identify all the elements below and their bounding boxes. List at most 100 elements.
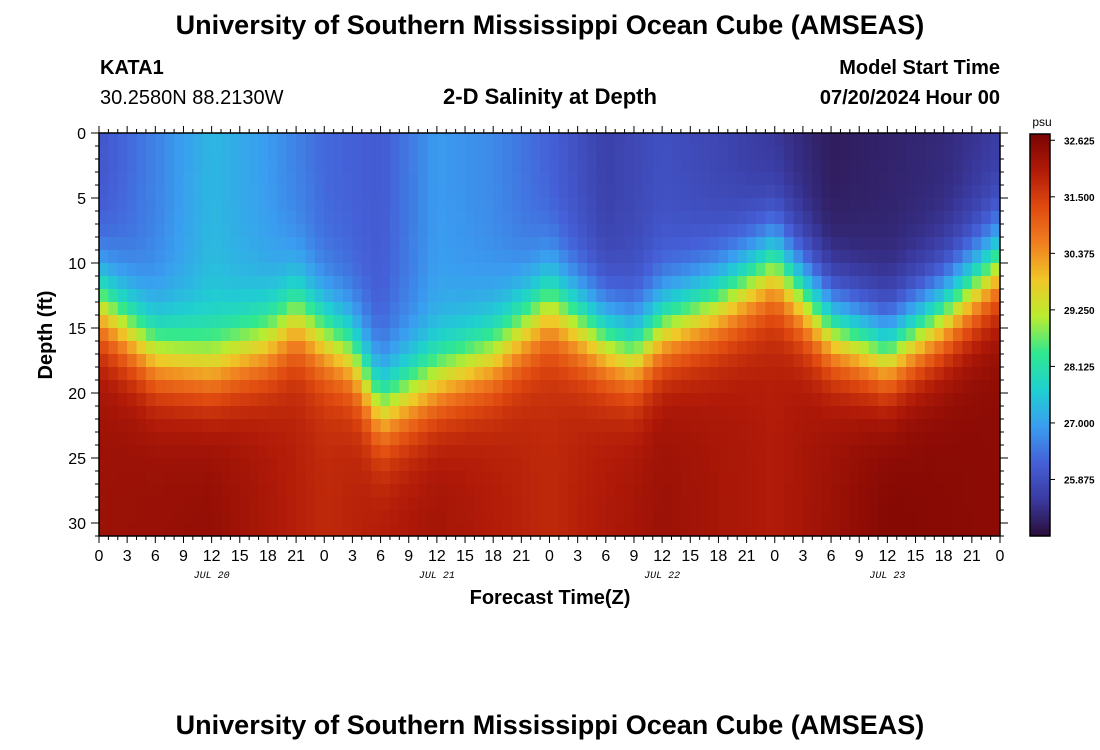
- heatmap-cell: [483, 237, 494, 251]
- heatmap-cell: [483, 445, 494, 459]
- heatmap-cell: [962, 497, 973, 511]
- heatmap-cell: [436, 146, 447, 160]
- heatmap-cell: [587, 302, 598, 316]
- heatmap-cell: [849, 445, 860, 459]
- heatmap-cell: [831, 328, 842, 342]
- heatmap-cell: [577, 419, 588, 433]
- heatmap-cell: [971, 276, 982, 290]
- heatmap-cell: [202, 354, 213, 368]
- heatmap-cell: [230, 315, 241, 329]
- heatmap-cell: [371, 328, 382, 342]
- heatmap-cell: [662, 523, 673, 536]
- heatmap-cell: [418, 172, 429, 186]
- heatmap-cell: [887, 211, 898, 225]
- heatmap-cell: [924, 471, 935, 485]
- heatmap-cell: [267, 432, 278, 446]
- heatmap-cell: [802, 159, 813, 173]
- heatmap-cell: [737, 159, 748, 173]
- heatmap-cell: [990, 237, 1000, 251]
- heatmap-cell: [174, 224, 185, 238]
- heatmap-cell: [324, 328, 335, 342]
- heatmap-cell: [662, 302, 673, 316]
- heatmap-cell: [145, 172, 156, 186]
- heatmap-cell: [474, 367, 485, 381]
- heatmap-cell: [615, 185, 626, 199]
- heatmap-cell: [202, 471, 213, 485]
- heatmap-cell: [399, 510, 410, 524]
- heatmap-cell: [746, 393, 757, 407]
- heatmap-cell: [587, 341, 598, 355]
- heatmap-cell: [943, 354, 954, 368]
- heatmap-cell: [680, 445, 691, 459]
- heatmap-cell: [624, 419, 635, 433]
- heatmap-cell: [746, 133, 757, 147]
- heatmap-cell: [455, 211, 466, 225]
- heatmap-cell: [258, 432, 269, 446]
- heatmap-cell: [652, 419, 663, 433]
- heatmap-cell: [971, 367, 982, 381]
- heatmap-cell: [877, 523, 888, 536]
- heatmap-cell: [699, 185, 710, 199]
- heatmap-cell: [465, 497, 476, 511]
- heatmap-cell: [924, 354, 935, 368]
- x-tick-label: 0: [95, 548, 104, 565]
- heatmap-cell: [465, 484, 476, 498]
- heatmap-cell: [408, 146, 419, 160]
- heatmap-cell: [943, 250, 954, 264]
- heatmap-cell: [671, 328, 682, 342]
- heatmap-cell: [924, 159, 935, 173]
- heatmap-cell: [465, 263, 476, 277]
- heatmap-cell: [371, 276, 382, 290]
- heatmap-cell: [221, 367, 231, 381]
- heatmap-cell: [352, 302, 363, 316]
- heatmap-cell: [887, 341, 898, 355]
- x-tick-label: 15: [907, 548, 925, 565]
- heatmap-cell: [108, 263, 119, 277]
- heatmap-cell: [174, 328, 185, 342]
- heatmap-cell: [615, 354, 626, 368]
- heatmap-cell: [127, 471, 138, 485]
- heatmap-cell: [887, 445, 898, 459]
- heatmap-cell: [633, 159, 644, 173]
- heatmap-cell: [737, 354, 748, 368]
- heatmap-cell: [934, 133, 945, 147]
- heatmap-cell: [202, 458, 213, 472]
- heatmap-cell: [774, 341, 785, 355]
- heatmap-cell: [211, 146, 222, 160]
- heatmap-cell: [859, 341, 870, 355]
- heatmap-cell: [136, 302, 147, 316]
- heatmap-cell: [127, 380, 138, 394]
- heatmap-cell: [596, 133, 607, 147]
- heatmap-cell: [164, 224, 175, 238]
- heatmap-cell: [924, 510, 935, 524]
- heatmap-cell: [221, 393, 231, 407]
- heatmap-cell: [962, 406, 973, 420]
- heatmap-cell: [896, 432, 907, 446]
- heatmap-cell: [849, 289, 860, 303]
- heatmap-cell: [699, 523, 710, 536]
- heatmap-cell: [305, 341, 316, 355]
- heatmap-cell: [249, 328, 260, 342]
- heatmap-cell: [324, 250, 335, 264]
- y-tick-label: 0: [77, 126, 86, 143]
- heatmap-cell: [643, 198, 654, 212]
- heatmap-cell: [202, 432, 213, 446]
- heatmap-cells: [99, 133, 1000, 536]
- heatmap-cell: [643, 224, 654, 238]
- heatmap-cell: [652, 445, 663, 459]
- heatmap-cell: [502, 172, 513, 186]
- heatmap-cell: [230, 393, 241, 407]
- heatmap-cell: [943, 510, 954, 524]
- heatmap-cell: [305, 263, 316, 277]
- heatmap-cell: [605, 237, 616, 251]
- heatmap-cell: [286, 328, 297, 342]
- heatmap-cell: [183, 497, 194, 511]
- heatmap-cell: [962, 315, 973, 329]
- heatmap-cell: [643, 276, 654, 290]
- heatmap-cell: [164, 146, 175, 160]
- heatmap-cell: [249, 354, 260, 368]
- heatmap-cell: [896, 250, 907, 264]
- heatmap-cell: [493, 523, 504, 536]
- x-tick-label: 9: [404, 548, 413, 565]
- heatmap-cell: [821, 172, 832, 186]
